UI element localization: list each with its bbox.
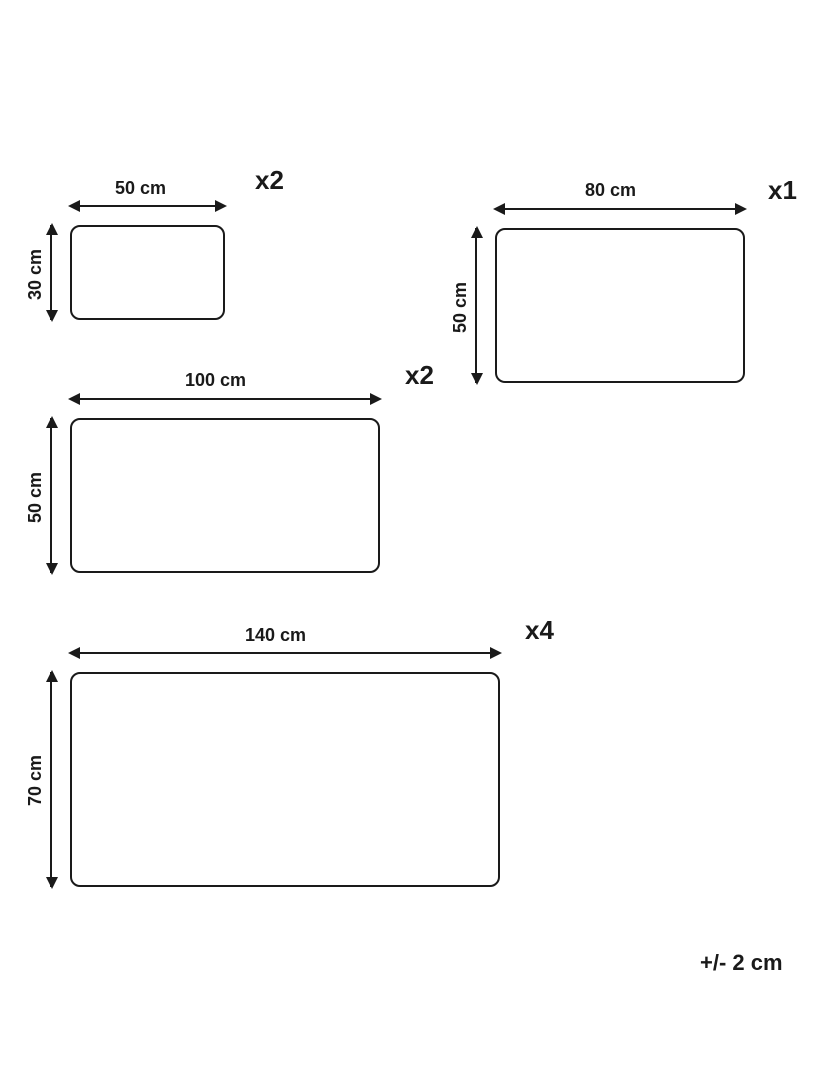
qty-large: x4	[525, 615, 554, 646]
height-label-medium: 50 cm	[25, 472, 46, 523]
height-label-small: 30 cm	[25, 249, 46, 300]
panel-large	[70, 672, 500, 887]
width-arrow-medium	[70, 398, 380, 400]
width-arrow-large	[70, 652, 500, 654]
height-label-right: 50 cm	[450, 282, 471, 333]
height-arrow-large	[50, 672, 52, 887]
width-arrow-right	[495, 208, 745, 210]
height-label-large: 70 cm	[25, 755, 46, 806]
qty-medium: x2	[405, 360, 434, 391]
dimensions-diagram: x2 50 cm 30 cm x2 100 cm 50 cm x4 140 cm…	[0, 0, 830, 1080]
width-label-large: 140 cm	[245, 625, 306, 646]
height-arrow-medium	[50, 418, 52, 573]
panel-right	[495, 228, 745, 383]
width-label-small: 50 cm	[115, 178, 166, 199]
tolerance-label: +/- 2 cm	[700, 950, 783, 976]
panel-small	[70, 225, 225, 320]
qty-right: x1	[768, 175, 797, 206]
width-label-medium: 100 cm	[185, 370, 246, 391]
height-arrow-right	[475, 228, 477, 383]
panel-medium	[70, 418, 380, 573]
qty-small: x2	[255, 165, 284, 196]
width-label-right: 80 cm	[585, 180, 636, 201]
width-arrow-small	[70, 205, 225, 207]
height-arrow-small	[50, 225, 52, 320]
